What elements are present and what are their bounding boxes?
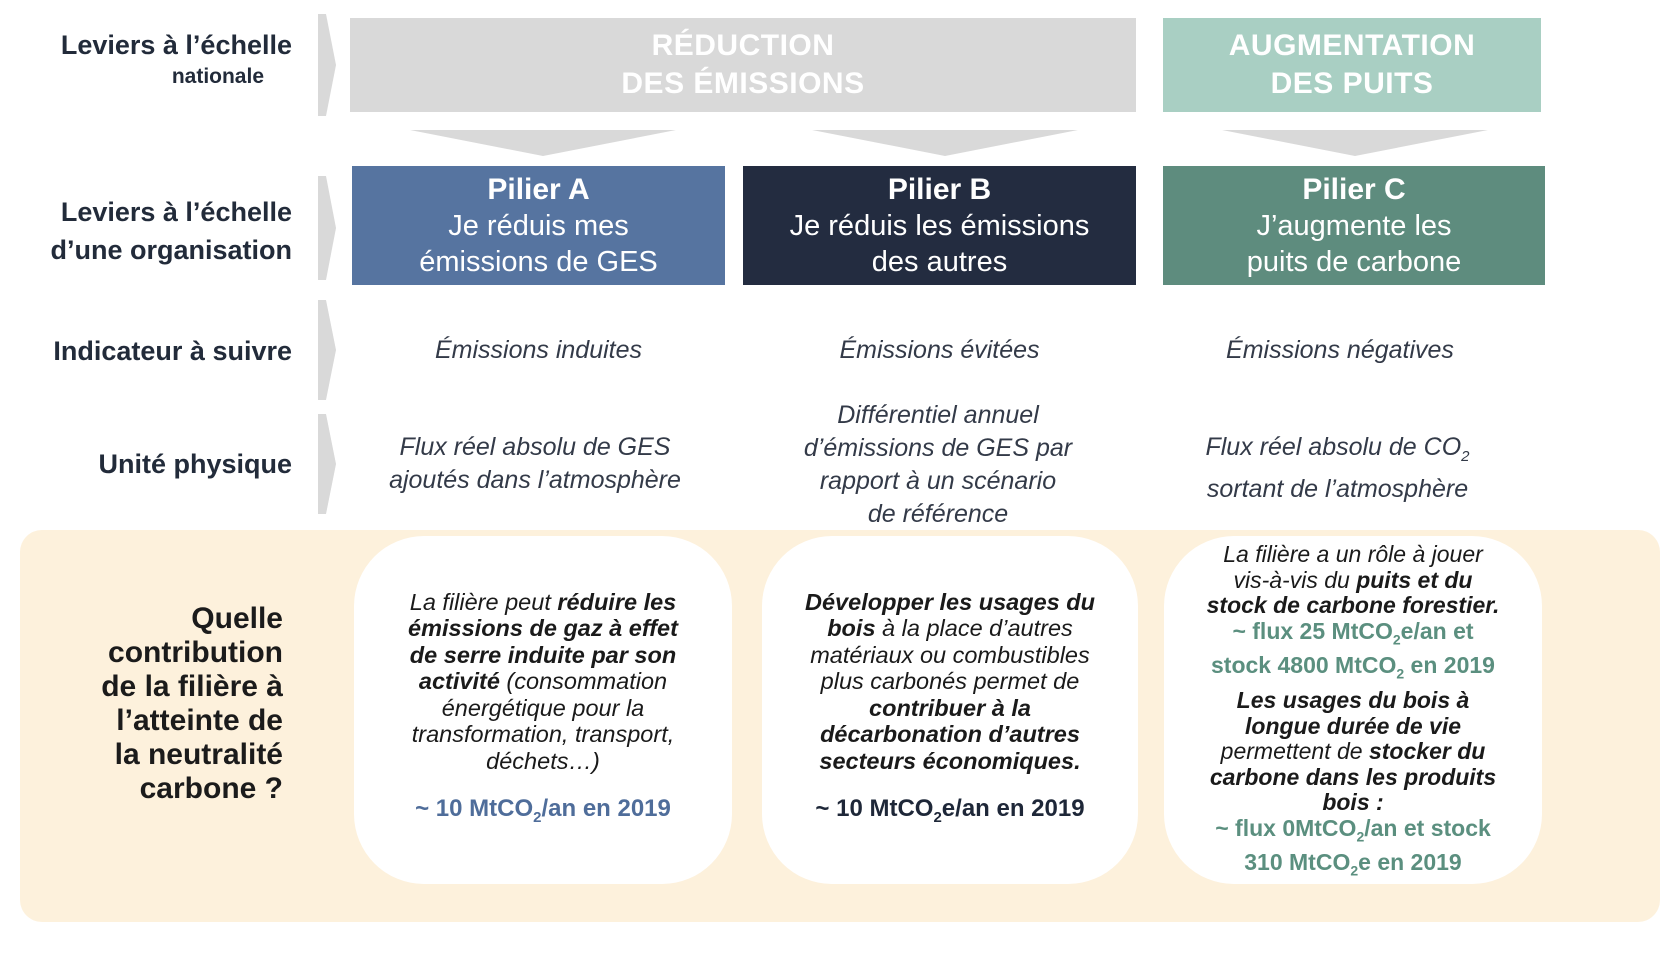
unit-a-line1: Flux réel absolu de GES — [399, 433, 671, 461]
card-c-line1: La filière a un rôle à jouer — [1223, 541, 1483, 567]
card-a-line7: déchets…) — [486, 747, 600, 774]
card-a-line3: de serre induite par son — [409, 641, 677, 668]
card-a-line5: énergétique pour la — [441, 694, 645, 721]
card-b-line5: contribuer à la — [869, 694, 1031, 721]
question-line2: contribution — [108, 636, 283, 669]
arrow-down-c-icon — [1222, 130, 1488, 156]
pillar-b-line1: Je réduis les émissions — [789, 209, 1090, 242]
card-c-line5: longue durée de vie — [1245, 712, 1461, 739]
row-label-national-line2: nationale — [171, 65, 264, 88]
card-b-stat: ~ 10 MtCO2e/an en 2019 — [815, 795, 1085, 826]
row-label-organisation: Leviers à l’échelle d’une organisation — [20, 193, 292, 269]
card-c-stat-flux: ~ flux 25 MtCO2e/an et — [1232, 617, 1474, 648]
unit-c-line2: sortant de l’atmosphère — [1206, 475, 1469, 503]
arrow-down-b-icon — [812, 130, 1078, 156]
pillar-c-line1: J’augmente les — [1256, 209, 1452, 242]
card-c-stat-products-flux: ~ flux 0MtCO2/an et stock — [1215, 814, 1491, 845]
question-line5: la neutralité — [114, 738, 283, 771]
pillar-a-line2: émissions de GES — [419, 245, 658, 278]
card-a-line4: activité (consommation — [418, 668, 668, 695]
question-line1: Quelle — [191, 602, 283, 635]
card-b-line1: Développer les usages du — [805, 588, 1095, 615]
header-reduction-line1: RÉDUCTION — [651, 29, 835, 62]
card-c-line3: stock de carbone forestier. — [1206, 592, 1500, 618]
row-label-national-line1: Leviers à l’échelle — [60, 30, 292, 60]
card-b-line7: secteurs économiques. — [819, 747, 1081, 774]
pillar-c-title: Pilier C — [1302, 172, 1406, 206]
unit-a-line2: ajoutés dans l’atmosphère — [389, 466, 681, 494]
card-c-line8: bois : — [1322, 789, 1384, 816]
card-pillar-c: La filière a un rôle à jouer vis-à-vis d… — [1164, 536, 1542, 884]
card-a-line2: émissions de gaz à effet — [408, 615, 678, 642]
card-pillar-b: Développer les usages du bois à la place… — [762, 536, 1138, 884]
pillar-b: Pilier B Je réduis les émissions des aut… — [743, 166, 1136, 285]
question-label: Quelle contribution de la filière à l’at… — [40, 602, 283, 806]
card-a-line6: transformation, transport, — [411, 721, 675, 748]
card-c-stat-products-stock: 310 MtCO2e en 2019 — [1244, 848, 1462, 879]
question-line6: carbone ? — [139, 772, 283, 805]
unit-b-line4: de référence — [867, 500, 1009, 528]
row-label-unit: Unité physique — [98, 449, 292, 479]
header-augmentation-line2: DES PUITS — [1270, 67, 1434, 100]
row-label-org-line2: d’une organisation — [50, 235, 292, 265]
unit-c-line1: Flux réel absolu de CO2 — [1205, 433, 1470, 465]
header-reduction: RÉDUCTION DES ÉMISSIONS — [350, 18, 1136, 112]
pillar-b-line2: des autres — [871, 245, 1008, 278]
unit-b: Différentiel annuel d’émissions de GES p… — [743, 399, 1133, 531]
card-b-line4: plus carbonés permet de — [820, 668, 1080, 695]
header-augmentation: AUGMENTATION DES PUITS — [1163, 18, 1541, 112]
pillar-c-line2: puits de carbone — [1246, 245, 1462, 278]
pillar-a: Pilier A Je réduis mes émissions de GES — [352, 166, 725, 285]
indicator-c: Émissions négatives — [1226, 336, 1454, 364]
chevron-national-icon — [318, 14, 336, 116]
card-c-line6: permettent de stocker du — [1220, 738, 1486, 765]
card-c-stat-stock: stock 4800 MtCO2 en 2019 — [1211, 651, 1495, 682]
question-line3: de la filière à — [101, 670, 283, 703]
chevron-indicator-icon — [318, 300, 336, 400]
card-c-line2: vis-à-vis du puits et du — [1233, 566, 1473, 593]
row-label-indicator: Indicateur à suivre — [53, 336, 292, 366]
card-pillar-a: La filière peut réduire les émissions de… — [354, 536, 732, 884]
question-line4: l’atteinte de — [116, 704, 283, 737]
pillar-b-title: Pilier B — [887, 172, 992, 206]
indicator-b: Émissions évitées — [839, 336, 1040, 364]
card-b-line3: matériaux ou combustibles — [810, 641, 1090, 668]
row-label-national: Leviers à l’échelle nationale — [20, 28, 292, 92]
unit-b-line1: Différentiel annuel — [837, 401, 1039, 429]
card-a-stat: ~ 10 MtCO2/an en 2019 — [415, 795, 671, 826]
chevron-organisation-icon — [318, 176, 336, 280]
unit-b-line3: rapport à un scénario — [819, 467, 1057, 495]
card-b-line2: bois à la place d’autres — [827, 615, 1073, 642]
card-b-line6: décarbonation d’autres — [820, 721, 1080, 748]
pillar-c: Pilier C J’augmente les puits de carbone — [1163, 166, 1545, 285]
unit-a: Flux réel absolu de GES ajoutés dans l’a… — [340, 431, 730, 497]
indicator-a: Émissions induites — [434, 336, 643, 364]
header-reduction-line2: DES ÉMISSIONS — [621, 67, 865, 100]
unit-b-line2: d’émissions de GES par — [803, 434, 1073, 462]
unit-c: Flux réel absolu de CO2 sortant de l’atm… — [1150, 431, 1525, 506]
card-c-line7: carbone dans les produits — [1209, 763, 1497, 790]
chevron-unit-icon — [318, 414, 336, 514]
arrow-down-a-icon — [410, 130, 676, 156]
card-a-line1: La filière peut réduire les — [409, 588, 677, 615]
pillar-a-title: Pilier A — [487, 172, 590, 206]
row-label-org-line1: Leviers à l’échelle — [60, 197, 292, 227]
card-c-line4: Les usages du bois à — [1236, 687, 1470, 714]
pillar-a-line1: Je réduis mes — [448, 209, 629, 242]
header-augmentation-line1: AUGMENTATION — [1228, 29, 1476, 62]
